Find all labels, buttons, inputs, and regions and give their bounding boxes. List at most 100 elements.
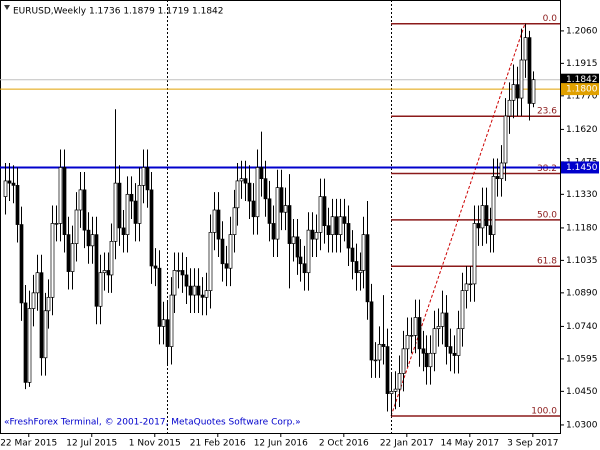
candle-body [436,326,441,330]
candle-body [196,285,201,296]
candle-body [523,37,528,61]
candle-body [413,317,418,336]
candle-body [424,352,429,368]
candle-body [46,296,51,312]
candle-body [133,200,138,224]
candle-body [78,189,83,211]
candle-body [354,261,359,274]
candle-body [338,216,343,235]
candle-body [389,391,394,394]
candle-body [511,84,516,101]
candle-body [507,99,512,117]
candle-body [3,180,8,197]
candle-body [401,348,406,374]
candle-body [255,167,260,218]
candle-body [165,319,170,347]
candle-body [15,185,20,225]
y-tick-label: 1.1770 [566,91,598,101]
candle-body [515,84,520,99]
x-tick-label: 3 Sep 2017 [507,439,558,449]
candle-body [102,270,107,274]
candle-body [342,216,347,224]
candle-body [216,209,221,240]
candle-body [491,176,496,235]
candle-body [464,283,469,291]
candle-body [428,352,433,368]
candle-body [468,283,473,286]
candle-body [302,263,307,274]
price-label-box [561,83,599,96]
x-tick-label: 12 Jun 2016 [254,439,308,449]
price-label: 1.1842 [566,75,598,85]
candle-body [161,319,166,327]
candle-body [452,352,457,356]
candle-body [176,270,181,272]
candle-body [385,346,390,394]
candle-body [19,224,24,304]
candle-body [239,178,244,182]
chart-header: EURUSD,Weekly 1.1736 1.1879 1.1719 1.184… [13,7,224,17]
candle-body [192,285,197,296]
candle-body [480,205,485,229]
candle-body [365,234,370,303]
candle-body [393,388,398,392]
candle-body [31,292,36,309]
candle-body [117,182,122,229]
candle-body [484,205,489,227]
candle-body [58,167,63,224]
candle-body [232,207,237,235]
x-tick-label: 1 Nov 2015 [129,439,181,449]
candle-body [306,229,311,274]
candle-body [50,223,55,298]
candle-body [208,232,213,291]
y-tick-label: 1.0740 [566,322,598,332]
candle-body [157,267,162,327]
candle-body [488,225,493,235]
candle-body [39,272,44,359]
candle-body [27,308,32,383]
candle-body [417,317,422,350]
candle-body [200,294,205,298]
candle-body [74,209,79,244]
candle-body [476,223,481,229]
candle-body [531,79,536,104]
candle-body [444,312,449,347]
fibo-label: 50.0 [537,210,557,220]
price-label: 1.1450 [566,163,598,173]
candle-body [326,225,331,235]
candle-body [153,265,158,269]
y-tick-label: 1.1180 [566,223,598,233]
candle-body [212,209,217,233]
candle-body [358,270,363,274]
candle-body [86,229,91,247]
candle-body [519,59,524,99]
candle-body [220,238,225,265]
candle-body [499,162,504,180]
candle-body [259,167,264,180]
candle-body [314,232,319,240]
fibo-label: 100.0 [531,406,557,416]
candle-body [145,167,150,191]
y-tick-label: 1.0890 [566,288,598,298]
copyright: «FreshForex Terminal, © 2001-2017, MetaQ… [4,418,301,428]
y-tick-label: 1.2060 [566,26,598,36]
candle-body [129,193,134,202]
candle-body [472,223,477,285]
candle-body [275,187,280,240]
candle-body [346,223,351,249]
candle-body [440,312,445,327]
candle-body [295,236,300,258]
candle-body [141,167,146,186]
candle-body [334,216,339,235]
price-label: 1.1800 [566,85,598,95]
candle-body [298,256,303,265]
candle-body [106,270,111,276]
symbol-icon [4,5,10,10]
candle-body [180,270,185,276]
y-tick-label: 1.0300 [566,420,598,430]
candle-body [184,274,189,287]
candle-body [318,196,323,233]
y-tick-label: 1.0450 [566,387,598,397]
